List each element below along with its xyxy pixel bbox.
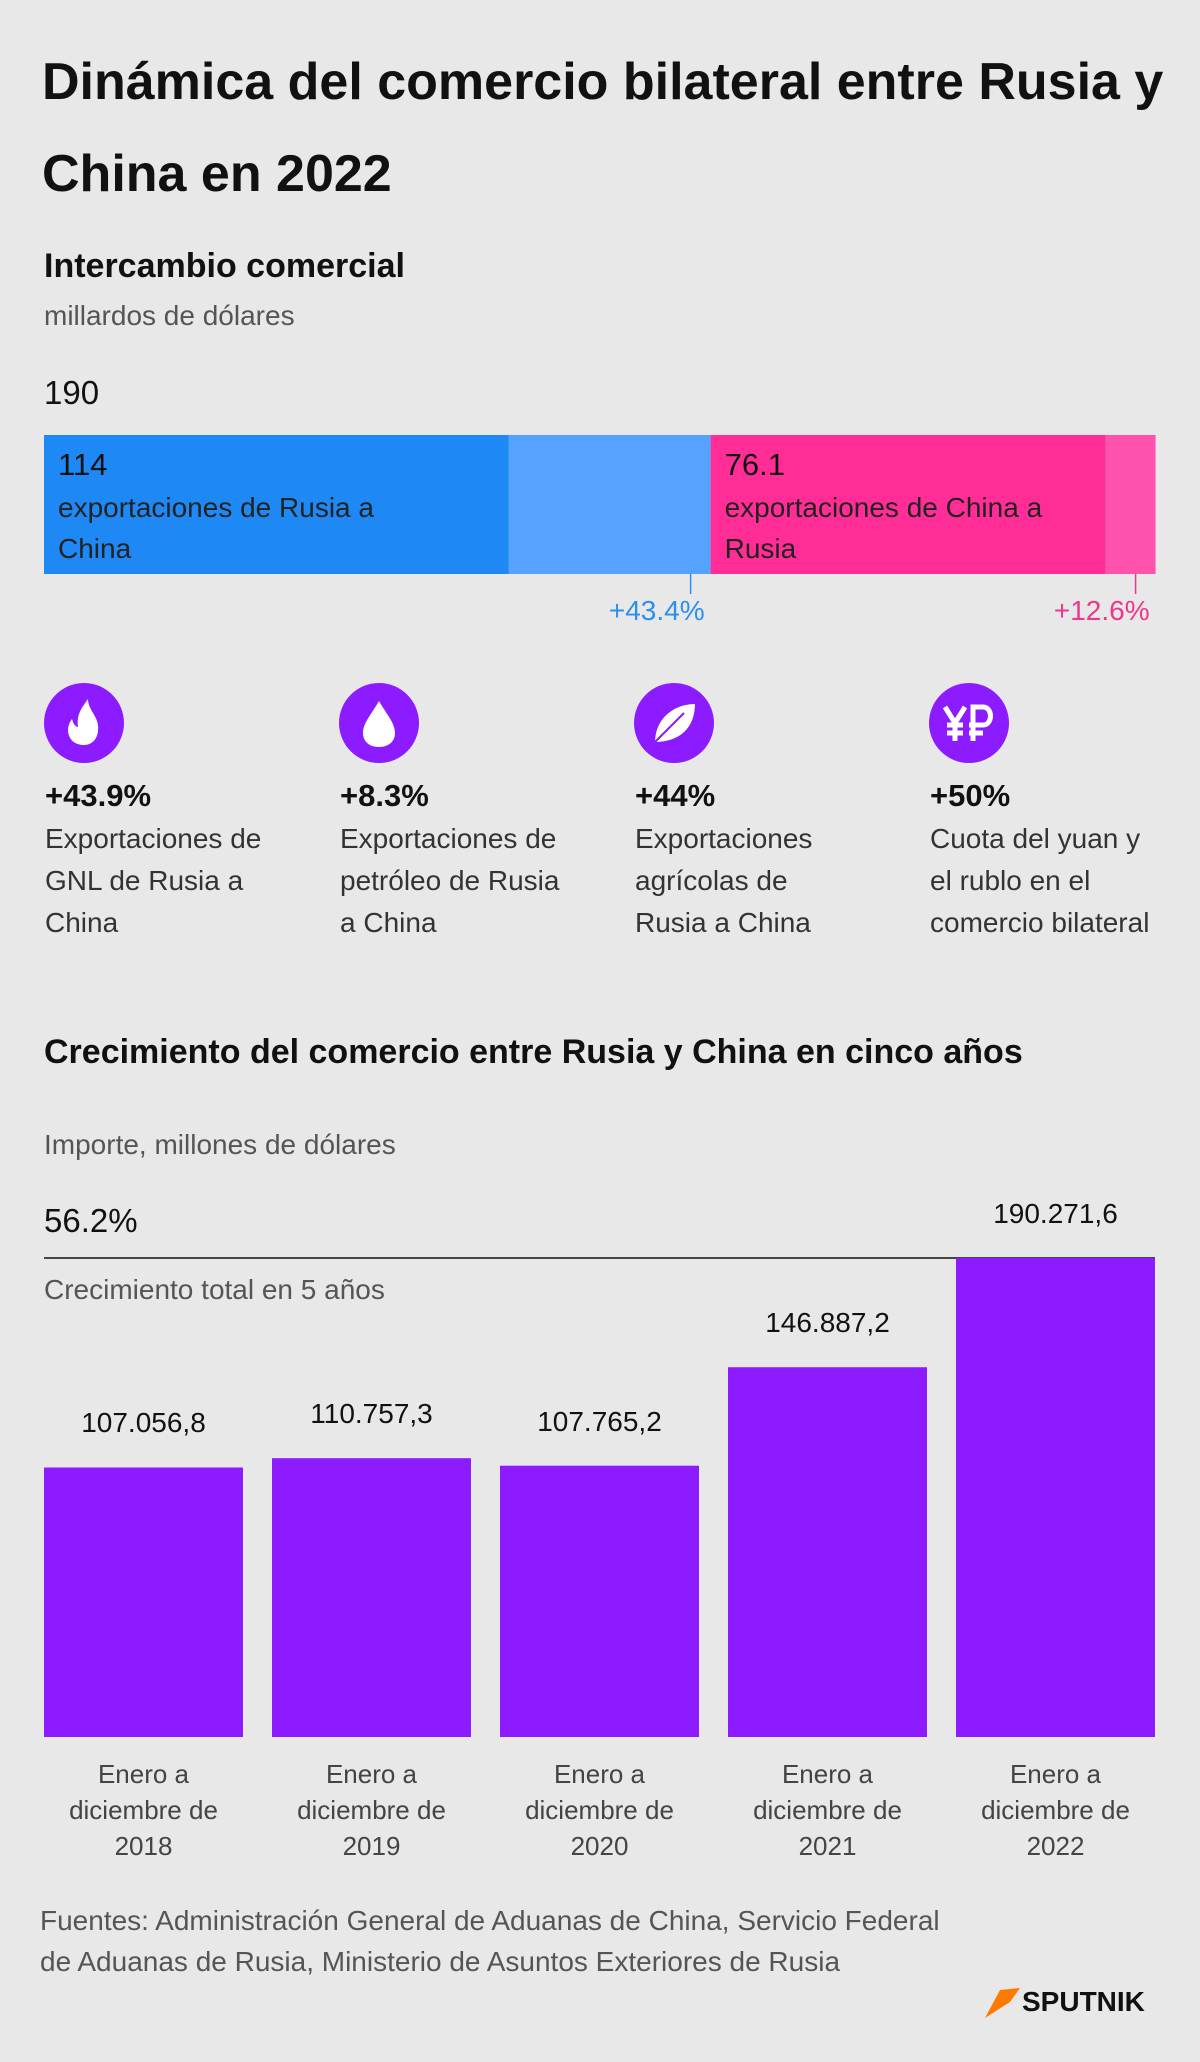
section-subtitle: millardos de dólares — [44, 300, 295, 331]
growth-label: +12.6% — [1053, 595, 1150, 626]
icon — [652, 701, 698, 745]
segment-value: 114 — [58, 447, 108, 482]
main-title: Dinámica del comercio bilateral entre Ru… — [42, 53, 1164, 203]
x-tick-label: Enero a diciembre de 2020 — [525, 1759, 674, 1861]
icon — [68, 699, 99, 745]
x-tick-label: Enero a diciembre de 2019 — [297, 1759, 446, 1861]
brand: SPUTNIK — [1022, 1986, 1145, 2017]
highlight-value: +8.3% — [340, 778, 429, 813]
highlight-value: +43.9% — [45, 778, 152, 813]
value-label: 107.056,8 — [81, 1407, 206, 1439]
section-title: Crecimiento del comercio entre Rusia y C… — [44, 1033, 1023, 1071]
legend-entry: exportaciones de China a Rusia — [724, 492, 1043, 564]
growth-label: +43.4% — [608, 595, 705, 626]
x-tick-label: Enero a diciembre de 2021 — [753, 1759, 902, 1861]
highlight-value: +50% — [930, 778, 1011, 813]
highlight-text: Exportaciones agrícolas de Rusia a China — [635, 823, 813, 938]
bar-segment-growth — [1105, 435, 1156, 574]
bar-segment-growth — [508, 435, 711, 574]
segment-value: 76.1 — [724, 447, 785, 482]
bar — [500, 1465, 699, 1737]
value-label: 146.887,2 — [765, 1307, 890, 1339]
bar — [728, 1367, 927, 1737]
bar — [44, 1467, 243, 1737]
highlight-text: Exportaciones de petróleo de Rusia a Chi… — [340, 823, 560, 938]
total-value: 190 — [44, 374, 100, 411]
value-label: 190.271,6 — [993, 1198, 1118, 1229]
bar-segment — [710, 435, 1106, 574]
bar — [956, 1258, 1155, 1737]
highlight-text: Cuota del yuan y el rublo en el comercio… — [930, 823, 1150, 938]
x-tick-label: Enero a diciembre de 2022 — [981, 1759, 1130, 1861]
value-label: 107.765,2 — [537, 1405, 662, 1437]
value-label: 110.757,3 — [310, 1398, 433, 1430]
icon — [363, 701, 395, 747]
highlight-value: +44% — [635, 778, 716, 813]
highlight-text: Crecimiento total en 5 años — [44, 1274, 385, 1305]
highlight-value: 56.2% — [44, 1202, 138, 1239]
legend-entry: exportaciones de Rusia a China — [58, 492, 374, 564]
brand-logo — [985, 1988, 1020, 2018]
bar-segment — [44, 435, 509, 574]
section-subtitle: Importe, millones de dólares — [44, 1129, 396, 1160]
sources: Fuentes: Administración General de Aduan… — [40, 1905, 940, 1977]
highlight-text: Exportaciones de GNL de Rusia a China — [45, 823, 262, 938]
bar — [272, 1458, 471, 1737]
section-title: Intercambio comercial — [44, 247, 405, 285]
icon — [942, 704, 993, 741]
x-tick-label: Enero a diciembre de 2018 — [69, 1759, 218, 1861]
